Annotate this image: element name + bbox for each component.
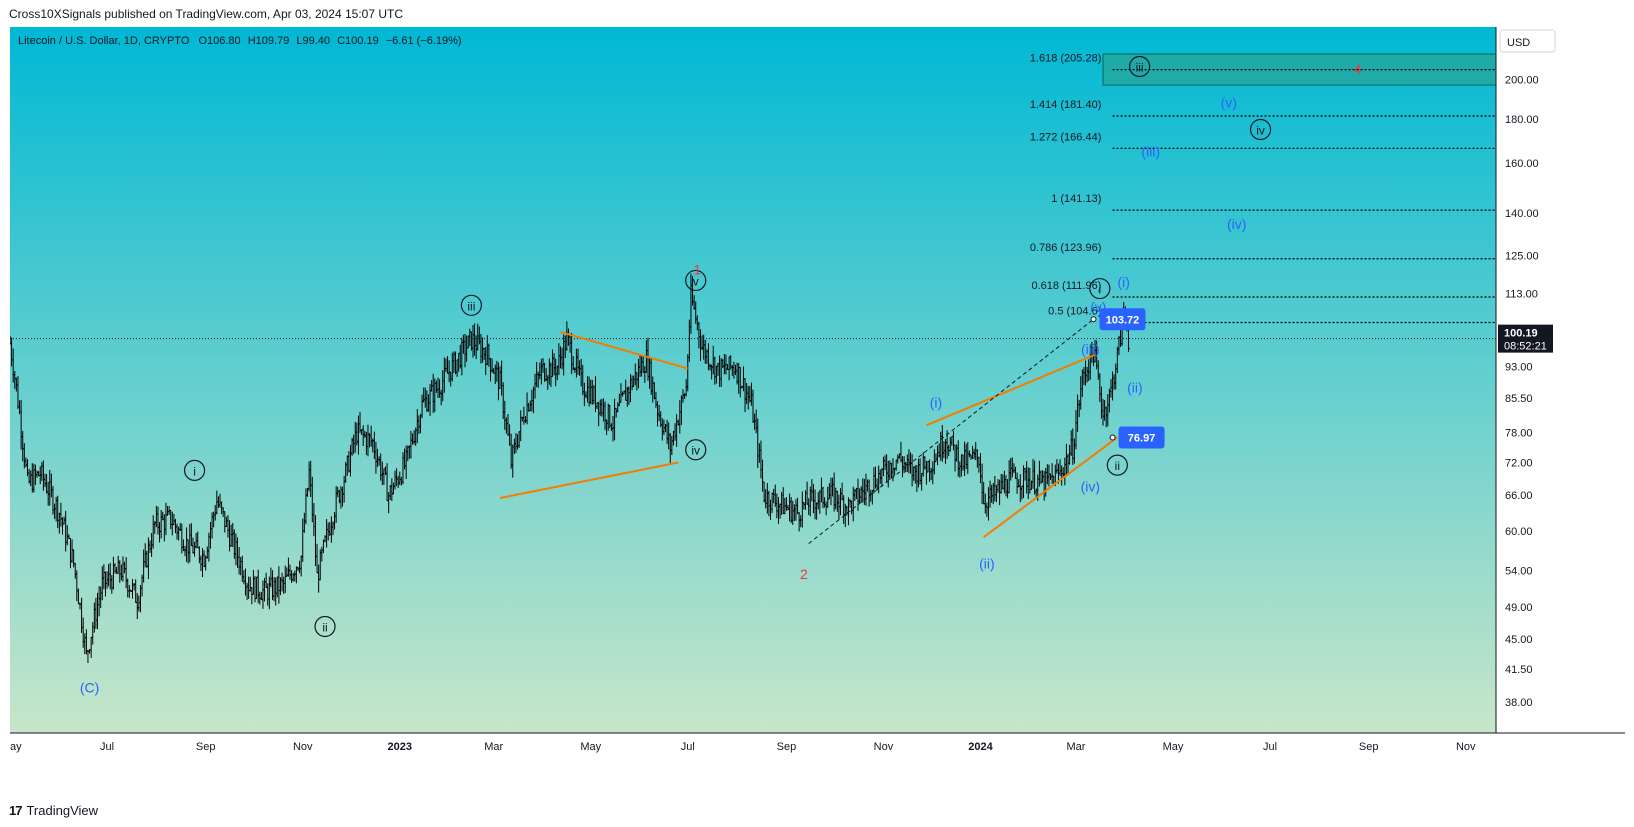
currency-button[interactable]: USD (1499, 29, 1556, 53)
wave-label: iii (1136, 61, 1144, 75)
svg-text:USD: USD (1507, 37, 1530, 49)
wave-label: 4 (1354, 61, 1362, 77)
wave-label: (C) (80, 680, 99, 696)
wave-label-circle (1129, 55, 1151, 78)
wave-label-circle (460, 294, 482, 316)
trendline[interactable] (499, 461, 679, 499)
trendline[interactable] (560, 330, 689, 370)
wave-label: iv (1256, 123, 1265, 137)
y-tick-label: 72.00 (1505, 458, 1533, 470)
y-tick-label: 78.00 (1505, 428, 1533, 440)
y-tick-label: 113.00 (1505, 289, 1538, 301)
price-label-anchor (1109, 434, 1116, 441)
x-tick-label: May (1163, 741, 1184, 753)
wave-label-circle (183, 459, 206, 482)
y-tick-label: 140.00 (1505, 208, 1539, 220)
y-tick-label: 38.00 (1505, 697, 1533, 709)
x-tick-label: Jul (100, 741, 114, 753)
wave-label-circle (314, 615, 336, 638)
wave-label: ii (322, 620, 327, 634)
x-tick-label: Mar (1066, 741, 1085, 753)
tradingview-footer[interactable]: 17 TradingView (9, 800, 98, 820)
tradingview-brand: TradingView (26, 802, 99, 818)
wave-label: i (1099, 283, 1102, 297)
svg-text:08:52:21: 08:52:21 (1504, 341, 1547, 353)
y-tick-label: 41.50 (1505, 664, 1533, 676)
wave-label: 1 (693, 261, 701, 277)
wave-label: ii (1115, 459, 1120, 473)
wave-label: (i) (1117, 274, 1129, 290)
wave-label: iii (467, 299, 475, 313)
wave-label: (iv) (1227, 216, 1246, 232)
fib-level-label: 1.618 (205.28) (1030, 53, 1102, 65)
price-label-anchor (1090, 316, 1097, 323)
y-tick-label: 45.00 (1505, 634, 1533, 646)
y-tick-label: 54.00 (1505, 565, 1533, 577)
x-tick-label: ay (10, 741, 22, 753)
wave-label: 2 (800, 566, 808, 582)
price-label-text: 76.97 (1128, 432, 1156, 444)
price-chart[interactable]: 1.618 (205.28) 1.414 (181.40) 1.272 (166.4… (10, 27, 1625, 797)
publisher-header: Cross10XSignals published on TradingView… (9, 7, 404, 21)
y-tick-label: 85.50 (1505, 393, 1533, 405)
fib-level-label: 1.272 (166.44) (1030, 131, 1102, 143)
fib-level-label: 1 (141.13) (1051, 193, 1101, 205)
y-tick-label: 160.00 (1505, 158, 1539, 170)
fib-anchor-line[interactable] (808, 318, 1094, 544)
wave-label-circle (1249, 118, 1272, 141)
wave-label: (v) (1090, 299, 1106, 315)
wave-label: iv (691, 444, 700, 458)
svg-text:100.19: 100.19 (1504, 328, 1538, 340)
chart-svg[interactable]: 1.618 (205.28) 1.414 (181.40) 1.272 (166.4… (10, 27, 1625, 797)
wave-label: (iv) (1081, 479, 1100, 495)
price-label-box (1099, 308, 1146, 331)
y-tick-label: 93.00 (1505, 362, 1533, 374)
fib-level-label: 0.618 (111.96) (1031, 280, 1101, 292)
price-label-box (1118, 426, 1165, 449)
x-tick-label: Nov (293, 741, 313, 753)
wave-label: (iii) (1141, 144, 1160, 160)
x-tick-label: Mar (484, 741, 503, 753)
y-tick-label: 200.00 (1505, 74, 1539, 86)
fib-level-label: 0.5 (104.6) (1048, 305, 1101, 317)
price-label[interactable]: 76.97 (1109, 426, 1165, 449)
wave-label: (iii) (1081, 341, 1100, 357)
trendline[interactable] (983, 436, 1118, 538)
y-tick-label: 66.00 (1505, 490, 1533, 502)
x-tick-label: Sep (1359, 741, 1379, 753)
wave-label-circle (1089, 277, 1111, 300)
y-tick-label: 180.00 (1505, 114, 1539, 126)
wave-label: (v) (1221, 95, 1237, 111)
trendline[interactable] (926, 353, 1096, 427)
x-tick-label: 2023 (388, 741, 412, 753)
wave-label-circle (1106, 454, 1128, 476)
y-tick-label: 60.00 (1505, 526, 1533, 538)
wave-label: i (193, 464, 196, 478)
wave-label: (ii) (979, 556, 995, 572)
price-label[interactable]: 103.72 (1090, 308, 1146, 331)
symbol-legend: Litecoin / U.S. Dollar, 1D, CRYPTO O106.… (18, 35, 462, 47)
x-tick-label: Sep (196, 741, 216, 753)
wave-label: (i) (930, 394, 942, 410)
wave-label: v (693, 274, 699, 288)
fib-level-label: 0.786 (123.96) (1030, 242, 1102, 254)
x-tick-label: Jul (1263, 741, 1277, 753)
y-tick-label: 125.00 (1505, 251, 1539, 263)
x-tick-label: Nov (874, 741, 894, 753)
x-tick-label: Sep (777, 741, 797, 753)
x-tick-label: May (580, 741, 601, 753)
fib-level-label: 1.414 (181.40) (1030, 99, 1102, 111)
price-label-text: 103.72 (1106, 314, 1140, 326)
last-price-tag: 100.19 08:52:21 (1498, 324, 1553, 353)
x-tick-label: Nov (1456, 741, 1476, 753)
x-tick-label: Jul (681, 741, 695, 753)
x-tick-label: 2024 (968, 741, 993, 753)
tradingview-logo-icon: 17 (9, 802, 23, 818)
wave-label: (ii) (1127, 379, 1143, 395)
wave-label-circle (685, 439, 707, 461)
wave-label-circle (685, 269, 707, 292)
chart-background (10, 27, 1496, 733)
y-tick-label: 49.00 (1505, 602, 1533, 614)
